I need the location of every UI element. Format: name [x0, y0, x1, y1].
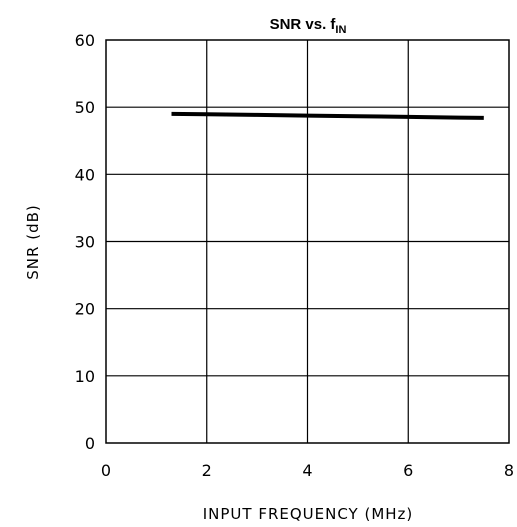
x-tick-label-0: 0 — [101, 461, 111, 480]
chart-title-main: SNR vs. f — [270, 16, 337, 33]
x-tick-label-2: 2 — [202, 461, 212, 480]
series-group — [171, 111, 484, 120]
x-tick-label-8: 8 — [504, 461, 514, 480]
y-tick-label-60: 60 — [75, 31, 95, 50]
y-tick-label-20: 20 — [75, 300, 95, 319]
series-line-0 — [171, 111, 484, 120]
plot-frame — [105, 39, 510, 444]
chart-title-subscript: IN — [335, 24, 346, 36]
y-tick-label-50: 50 — [75, 98, 95, 117]
x-axis-label: INPUT FREQUENCY (MHz) — [203, 505, 414, 523]
x-tick-label-6: 6 — [403, 461, 413, 480]
chart-title: SNR vs. fIN — [270, 16, 347, 36]
tick-labels: 0 2 4 6 8 0 10 20 30 40 50 60 — [75, 31, 514, 480]
y-tick-label-10: 10 — [75, 367, 95, 386]
y-axis-label: SNR (dB) — [24, 204, 42, 279]
x-tick-label-4: 4 — [302, 461, 312, 480]
grid — [106, 40, 509, 443]
y-tick-label-40: 40 — [75, 165, 95, 184]
y-tick-label-30: 30 — [75, 233, 95, 252]
y-tick-label-0: 0 — [85, 434, 95, 453]
